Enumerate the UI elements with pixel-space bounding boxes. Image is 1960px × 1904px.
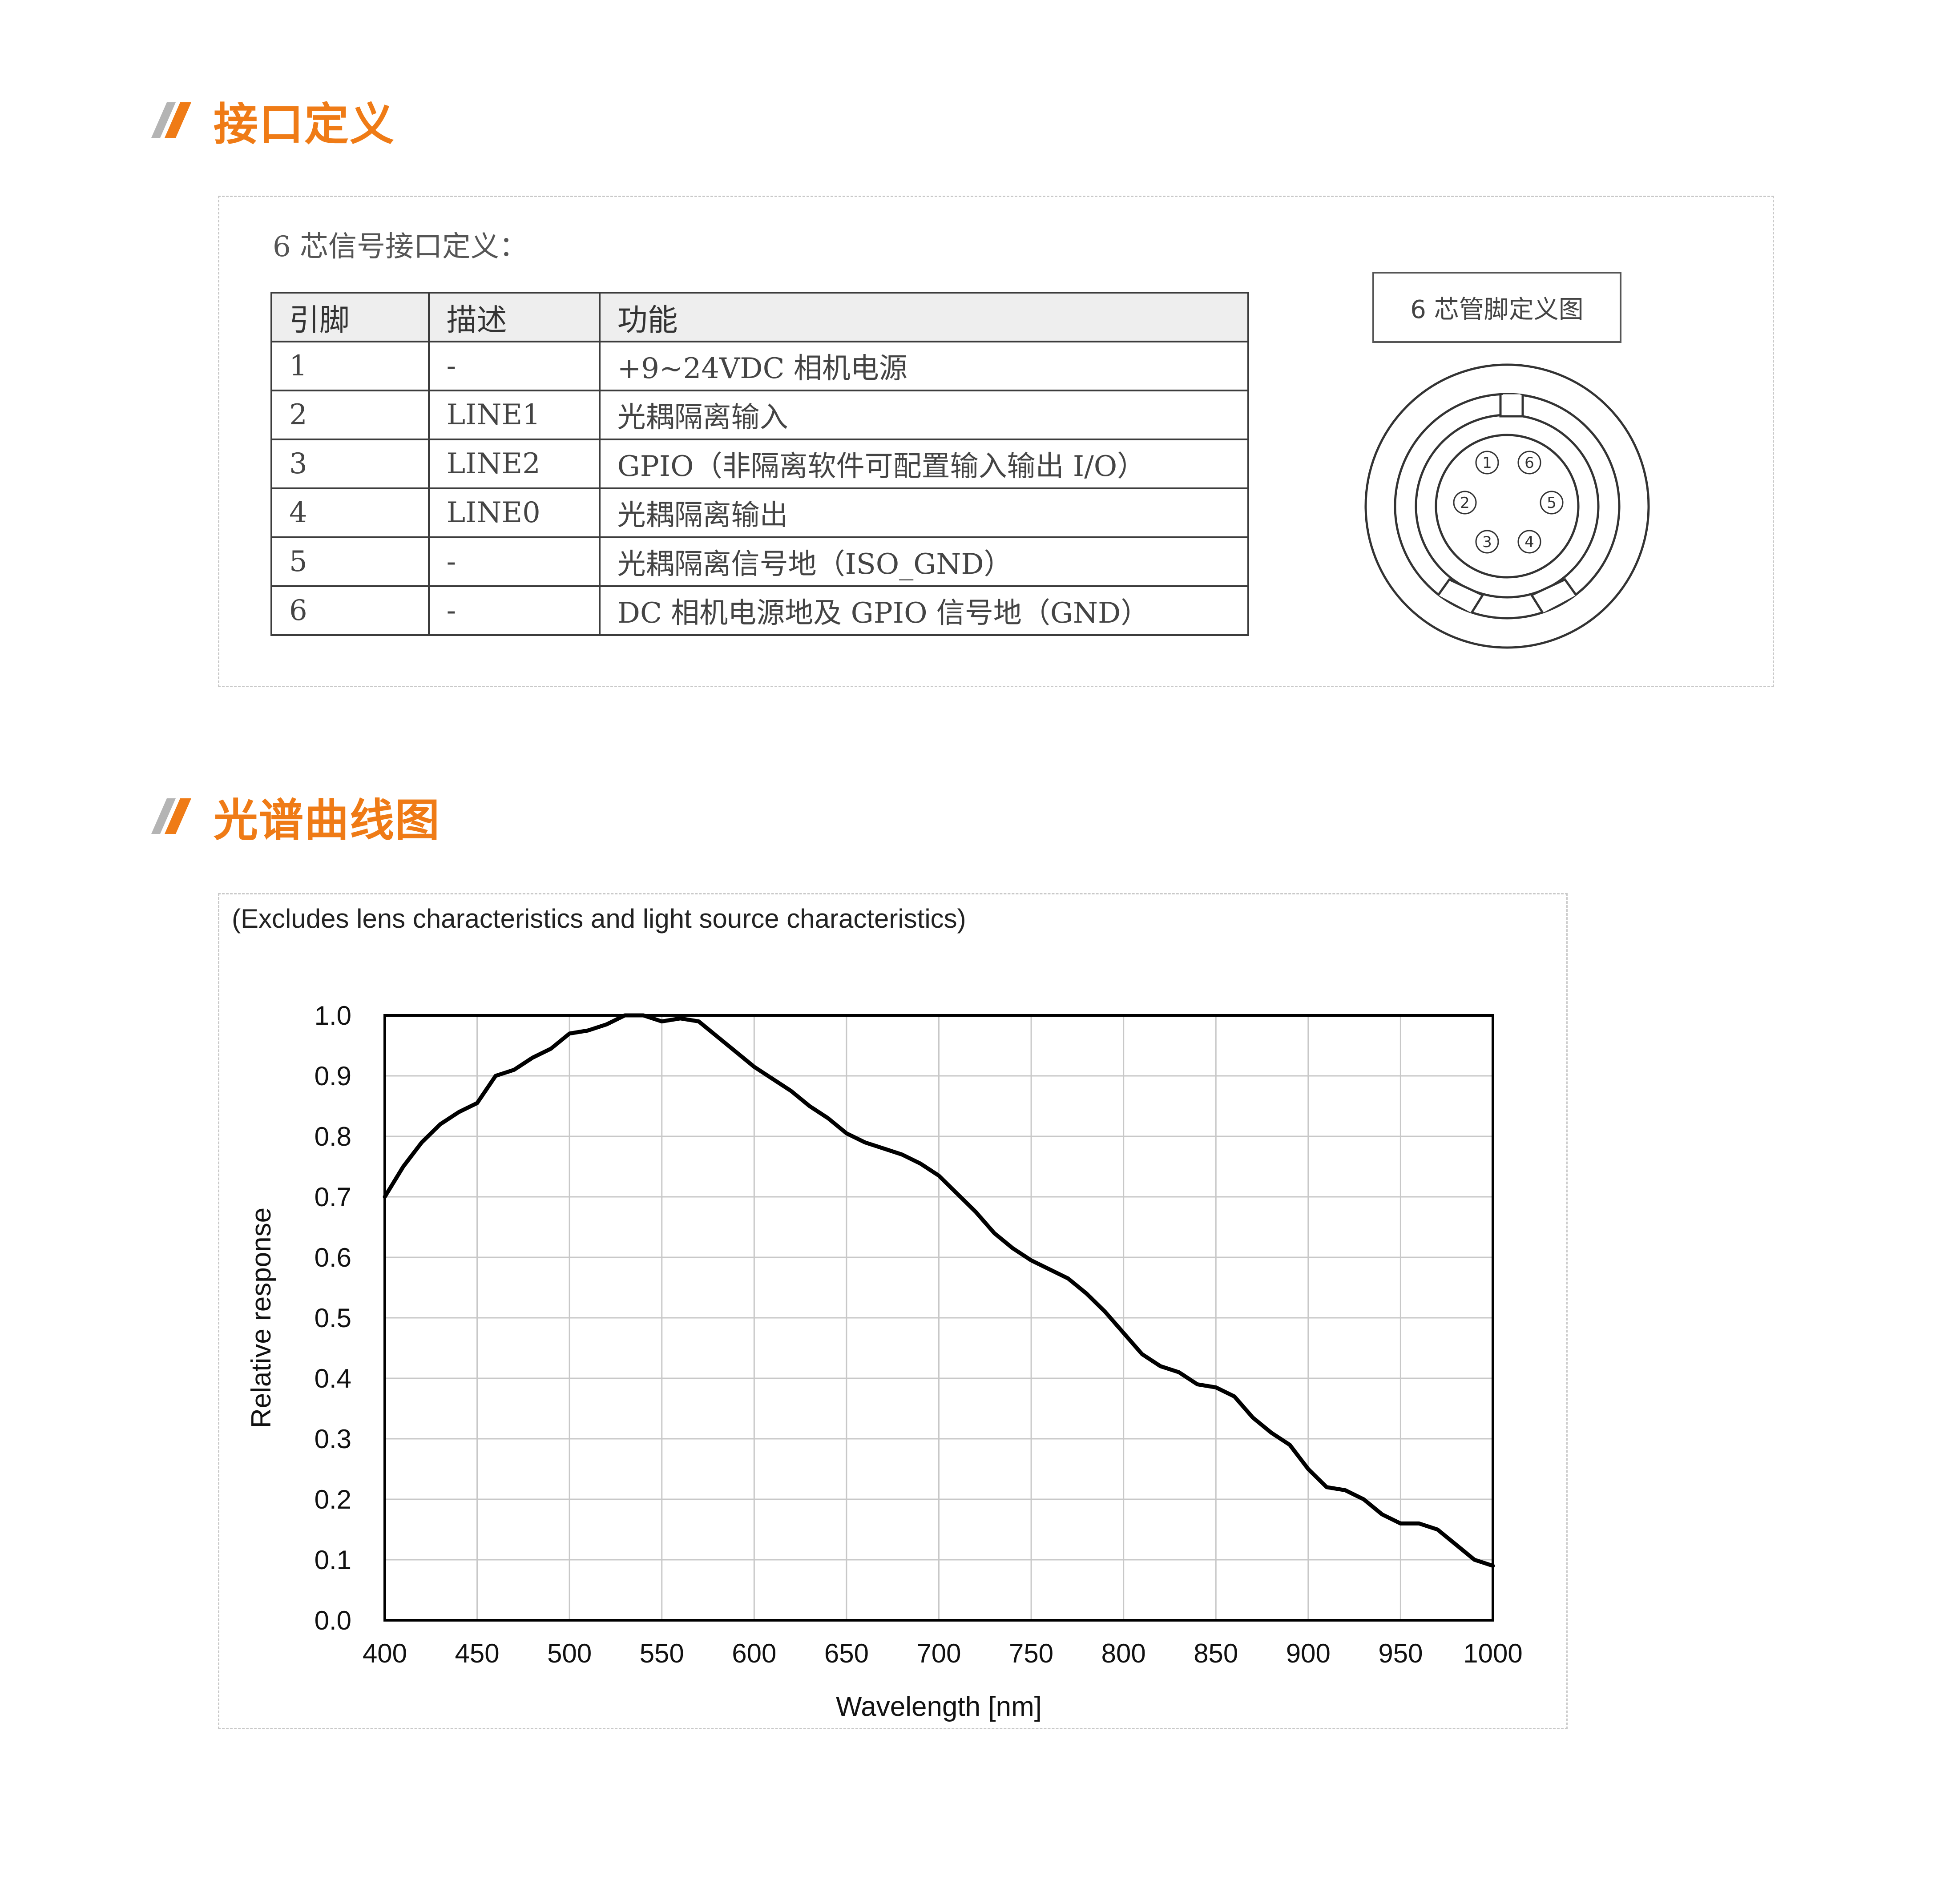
diagram-label: 6 芯管脚定义图 bbox=[1372, 272, 1621, 343]
table-row: 6 - DC 相机电源地及 GPIO 信号地（GND） bbox=[270, 585, 1250, 636]
pin-cell: 4 bbox=[270, 487, 430, 538]
y-tick-label: 0.1 bbox=[315, 1545, 351, 1575]
section-title: 接口定义 bbox=[214, 98, 395, 150]
y-tick-label: 0.4 bbox=[315, 1364, 351, 1393]
table-row: 2 LINE1 光耦隔离输入 bbox=[270, 390, 1250, 440]
svg-text:5: 5 bbox=[1547, 494, 1557, 512]
svg-text:1: 1 bbox=[1482, 454, 1492, 472]
pin-4-icon: 4 bbox=[1517, 530, 1541, 554]
svg-text:3: 3 bbox=[1482, 533, 1492, 551]
y-axis-label: Relative response bbox=[246, 1208, 277, 1428]
function-cell: 光耦隔离输入 bbox=[598, 390, 1250, 440]
pin-cell: 1 bbox=[270, 341, 430, 391]
function-cell: 光耦隔离信号地（ISO_GND） bbox=[598, 536, 1250, 587]
x-tick-label: 750 bbox=[1009, 1638, 1053, 1668]
y-tick-label: 0.5 bbox=[315, 1303, 351, 1333]
interface-panel: 6 芯信号接口定义： 引脚 描述 功能 1 - +9~24VDC 相机电源 2 … bbox=[218, 196, 1774, 687]
x-tick-label: 500 bbox=[547, 1638, 592, 1668]
section-header-interface: 接口定义 bbox=[142, 89, 395, 151]
x-tick-label: 550 bbox=[640, 1638, 684, 1668]
description-cell: LINE2 bbox=[427, 439, 601, 489]
x-tick-label: 1000 bbox=[1463, 1638, 1522, 1668]
pin-table: 引脚 描述 功能 1 - +9~24VDC 相机电源 2 LINE1 光耦隔离输… bbox=[270, 292, 1250, 636]
column-header: 功能 bbox=[598, 292, 1250, 342]
function-cell: GPIO（非隔离软件可配置输入输出 I/O） bbox=[598, 439, 1250, 489]
x-tick-label: 900 bbox=[1286, 1638, 1331, 1668]
description-cell: - bbox=[427, 536, 601, 587]
x-tick-label: 800 bbox=[1101, 1638, 1146, 1668]
table-row: 3 LINE2 GPIO（非隔离软件可配置输入输出 I/O） bbox=[270, 439, 1250, 489]
x-axis-label: Wavelength [nm] bbox=[836, 1691, 1042, 1722]
pin-cell: 3 bbox=[270, 439, 430, 489]
pin-cell: 2 bbox=[270, 390, 430, 440]
x-tick-label: 700 bbox=[916, 1638, 961, 1668]
table-row: 1 - +9~24VDC 相机电源 bbox=[270, 341, 1250, 391]
y-tick-label: 0.2 bbox=[315, 1485, 351, 1514]
svg-text:2: 2 bbox=[1460, 494, 1470, 512]
pin-5-icon: 5 bbox=[1540, 491, 1564, 515]
section-title: 光谱曲线图 bbox=[214, 794, 440, 846]
x-tick-label: 600 bbox=[732, 1638, 776, 1668]
x-tick-label: 650 bbox=[824, 1638, 869, 1668]
pin-6-icon: 6 bbox=[1517, 451, 1541, 475]
x-tick-label: 450 bbox=[455, 1638, 500, 1668]
svg-text:4: 4 bbox=[1524, 533, 1534, 551]
pin-2-icon: 2 bbox=[1453, 491, 1477, 515]
slash-mark-icon bbox=[151, 798, 191, 834]
pin-cell: 5 bbox=[270, 536, 430, 587]
section-header-spectrum: 光谱曲线图 bbox=[142, 785, 440, 847]
description-cell: - bbox=[427, 341, 601, 391]
y-tick-label: 0.3 bbox=[315, 1424, 351, 1454]
y-tick-label: 0.8 bbox=[315, 1122, 351, 1151]
function-cell: 光耦隔离输出 bbox=[598, 487, 1250, 538]
description-cell: LINE1 bbox=[427, 390, 601, 440]
chart-note: (Excludes lens characteristics and light… bbox=[232, 904, 966, 934]
y-tick-label: 0.7 bbox=[315, 1182, 351, 1212]
table-caption: 6 芯信号接口定义： bbox=[273, 230, 528, 263]
x-tick-label: 950 bbox=[1378, 1638, 1423, 1668]
y-tick-label: 1.0 bbox=[315, 1001, 351, 1030]
description-cell: - bbox=[427, 585, 601, 636]
column-header: 描述 bbox=[427, 292, 601, 342]
series-line bbox=[383, 1013, 1495, 1568]
column-header: 引脚 bbox=[270, 292, 430, 342]
table-header-row: 引脚 描述 功能 bbox=[270, 292, 1250, 342]
x-tick-label: 400 bbox=[363, 1638, 407, 1668]
spectral-response-chart: 400 450 500 550 600 650 700 750 800 850 900 950 1000… bbox=[246, 1001, 1523, 1722]
table-row: 5 - 光耦隔离信号地（ISO_GND） bbox=[270, 536, 1250, 587]
y-tick-label: 0.0 bbox=[315, 1606, 351, 1635]
description-cell: LINE0 bbox=[427, 487, 601, 538]
plot-frame bbox=[383, 1014, 1494, 1622]
pin-cell: 6 bbox=[270, 585, 430, 636]
x-tick-label: 850 bbox=[1194, 1638, 1238, 1668]
function-cell: +9~24VDC 相机电源 bbox=[598, 341, 1250, 391]
connector-pinout-diagram: 1 6 2 5 3 4 bbox=[1364, 363, 1650, 649]
svg-text:6: 6 bbox=[1524, 454, 1534, 472]
slash-mark-icon bbox=[151, 102, 191, 138]
spectrum-panel: 400 450 500 550 600 650 700 750 800 850 900 950 1000… bbox=[218, 893, 1568, 1729]
table-row: 4 LINE0 光耦隔离输出 bbox=[270, 487, 1250, 538]
pin-3-icon: 3 bbox=[1475, 530, 1499, 554]
y-tick-label: 0.9 bbox=[315, 1061, 351, 1091]
pin-1-icon: 1 bbox=[1475, 451, 1499, 475]
y-tick-label: 0.6 bbox=[315, 1243, 351, 1272]
function-cell: DC 相机电源地及 GPIO 信号地（GND） bbox=[598, 585, 1250, 636]
